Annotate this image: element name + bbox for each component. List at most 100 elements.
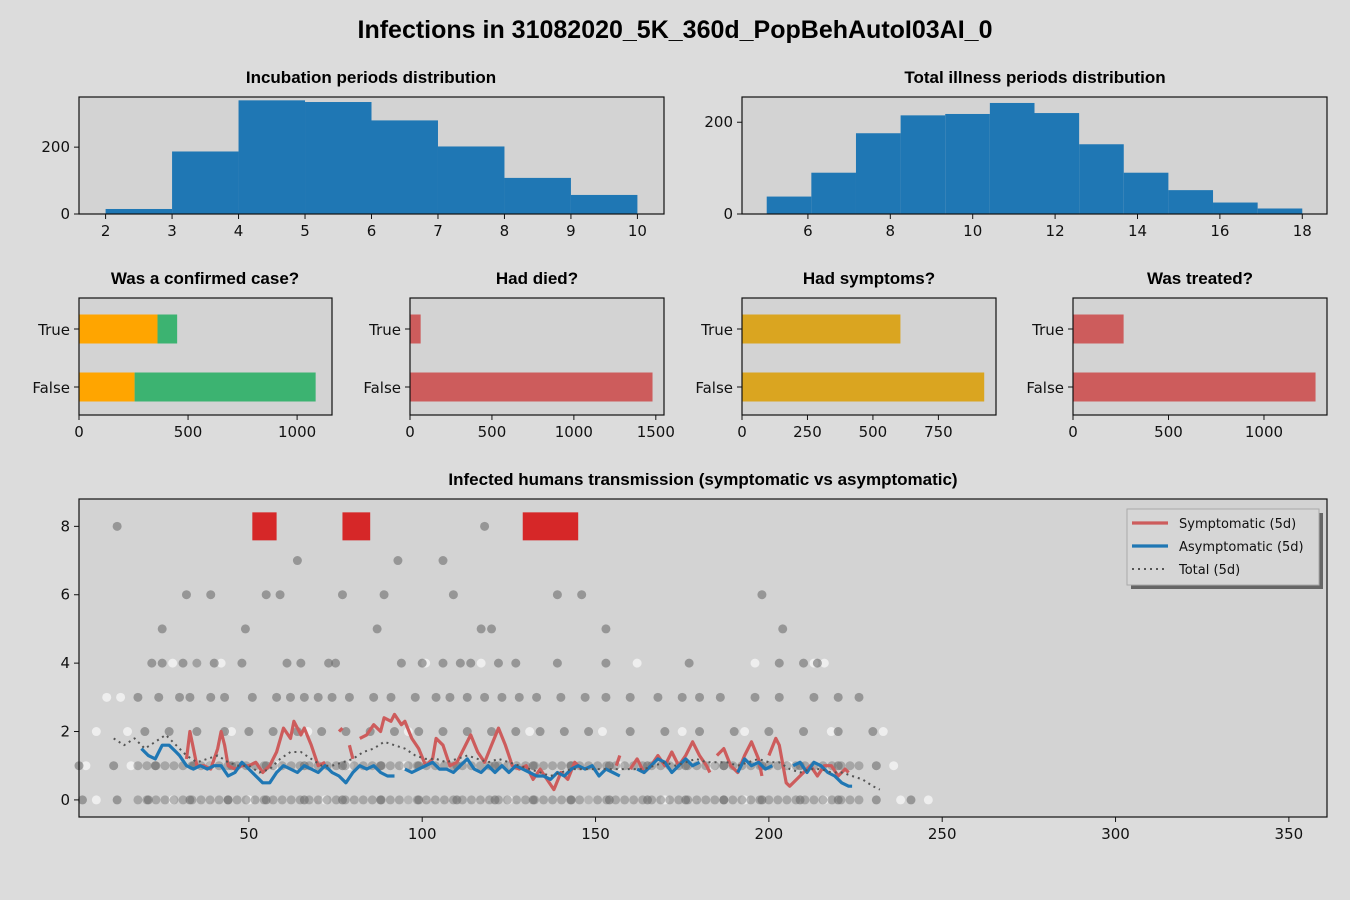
had-symptoms-xtick-label: 250	[793, 423, 822, 441]
illness-histogram-bar	[1168, 190, 1214, 214]
transmission-scatter-point	[818, 795, 828, 805]
transmission-scatter-point	[757, 590, 767, 600]
transmission-scatter-point	[539, 761, 549, 771]
transmission-scatter-point-light	[344, 761, 354, 771]
transmission-scatter-point	[379, 590, 389, 600]
illness-histogram-xtick-label: 6	[803, 222, 813, 240]
transmission-scatter-point	[157, 658, 167, 668]
transmission-scatter-point	[438, 658, 448, 668]
transmission-scatter-point	[638, 795, 648, 805]
transmission-series-line-symptomatic	[347, 744, 355, 760]
transmission-scatter-point	[557, 761, 567, 771]
transmission-scatter-point	[457, 795, 467, 805]
transmission-scatter-point	[530, 795, 540, 805]
transmission-scatter-point	[484, 795, 494, 805]
illness-histogram-bar	[1123, 172, 1169, 214]
transmission-scatter-point-light	[632, 658, 642, 668]
transmission-scatter-point	[376, 761, 386, 771]
transmission-scatter-point	[611, 795, 621, 805]
transmission-scatter-point	[282, 658, 292, 668]
transmission-scatter-point	[414, 727, 424, 737]
transmission-scatter-point	[812, 658, 822, 668]
had-symptoms-panel: Had symptoms? True False 0 250 500 750	[695, 269, 997, 441]
transmission-scatter-point	[154, 692, 164, 702]
transmission-scatter-point	[237, 658, 247, 668]
transmission-xtick-label: 100	[408, 825, 437, 843]
transmission-scatter-point	[367, 795, 377, 805]
transmission-scatter-point	[548, 795, 558, 805]
had-symptoms-bar-false	[742, 372, 985, 402]
incubation-histogram-title: Incubation periods distribution	[246, 68, 496, 87]
transmission-scatter-point	[728, 795, 738, 805]
transmission-scatter-point-light	[320, 795, 330, 805]
transmission-scatter-point	[845, 761, 855, 771]
transmission-scatter-point	[490, 795, 500, 805]
transmission-scatter-point	[277, 795, 287, 805]
illness-histogram-title: Total illness periods distribution	[904, 68, 1165, 87]
transmission-scatter-point	[241, 795, 251, 805]
figure-title: Infections in 31082020_5K_360d_PopBehAut…	[358, 16, 993, 44]
transmission-scatter-point	[181, 590, 191, 600]
had-symptoms-title: Had symptoms?	[803, 269, 935, 288]
transmission-scatter-point	[755, 795, 765, 805]
transmission-series-line-asymptomatic	[736, 757, 774, 774]
transmission-ytick-label: 8	[60, 517, 70, 535]
incubation-histogram-xtick-label: 3	[167, 222, 177, 240]
transmission-scatter-point	[773, 761, 783, 771]
transmission-scatter-point	[601, 658, 611, 668]
transmission-scatter-point	[695, 727, 705, 737]
transmission-scatter-point-light	[597, 727, 607, 737]
transmission-scatter-point	[358, 795, 368, 805]
incubation-histogram-bar	[570, 194, 638, 214]
transmission-scatter-point	[331, 658, 341, 668]
transmission-scatter-point	[448, 795, 458, 805]
transmission-scatter-point	[430, 795, 440, 805]
had-died-title: Had died?	[496, 269, 578, 288]
transmission-scatter-point	[653, 692, 663, 702]
transmission-scatter-point	[178, 658, 188, 668]
transmission-scatter-point	[178, 795, 188, 805]
transmission-scatter-point	[410, 692, 420, 702]
transmission-background	[79, 499, 1327, 817]
transmission-scatter-point	[214, 795, 224, 805]
transmission-scatter-point	[150, 761, 160, 771]
transmission-scatter-point	[244, 727, 254, 737]
transmission-xtick-label: 250	[928, 825, 957, 843]
transmission-scatter-point	[827, 795, 837, 805]
transmission-scatter-point	[417, 658, 427, 668]
transmission-scatter-point	[157, 624, 167, 634]
illness-histogram-bar	[855, 133, 901, 214]
transmission-scatter-point	[528, 795, 538, 805]
transmission-scatter-point	[577, 590, 587, 600]
transmission-scatter-point	[272, 692, 282, 702]
transmission-scatter-point	[710, 795, 720, 805]
was-treated-xtick-label: 500	[1154, 423, 1183, 441]
was-treated-xtick-label: 1000	[1245, 423, 1283, 441]
transmission-scatter-point	[665, 795, 675, 805]
transmission-scatter-point	[164, 727, 174, 737]
transmission-scatter-point	[746, 795, 756, 805]
had-died-xtick-label: 0	[405, 423, 415, 441]
transmission-scatter-point-light	[819, 795, 829, 805]
transmission-scatter-point	[750, 692, 760, 702]
transmission-scatter-point	[386, 692, 396, 702]
had-died-xtick-label: 1000	[555, 423, 593, 441]
transmission-scatter-point	[490, 761, 500, 771]
transmission-scatter-point	[719, 795, 729, 805]
transmission-scatter-point-light	[896, 795, 906, 805]
confirmed-case-xtick-label: 1000	[278, 423, 316, 441]
incubation-histogram-xtick-label: 2	[101, 222, 111, 240]
illness-histogram-ytick-label: 0	[723, 205, 733, 223]
illness-histogram-bar	[900, 115, 946, 214]
confirmed-case-xtick-label: 500	[174, 423, 203, 441]
transmission-scatter-point-light	[168, 658, 178, 668]
transmission-scatter-point	[719, 795, 729, 805]
transmission-ytick-label: 4	[60, 654, 70, 672]
transmission-scatter-point	[232, 795, 242, 805]
transmission-scatter-point-light	[660, 795, 670, 805]
transmission-scatter-point	[656, 795, 666, 805]
transmission-scatter-point	[151, 761, 161, 771]
transmission-xtick-label: 200	[755, 825, 784, 843]
transmission-scatter-point	[142, 761, 152, 771]
